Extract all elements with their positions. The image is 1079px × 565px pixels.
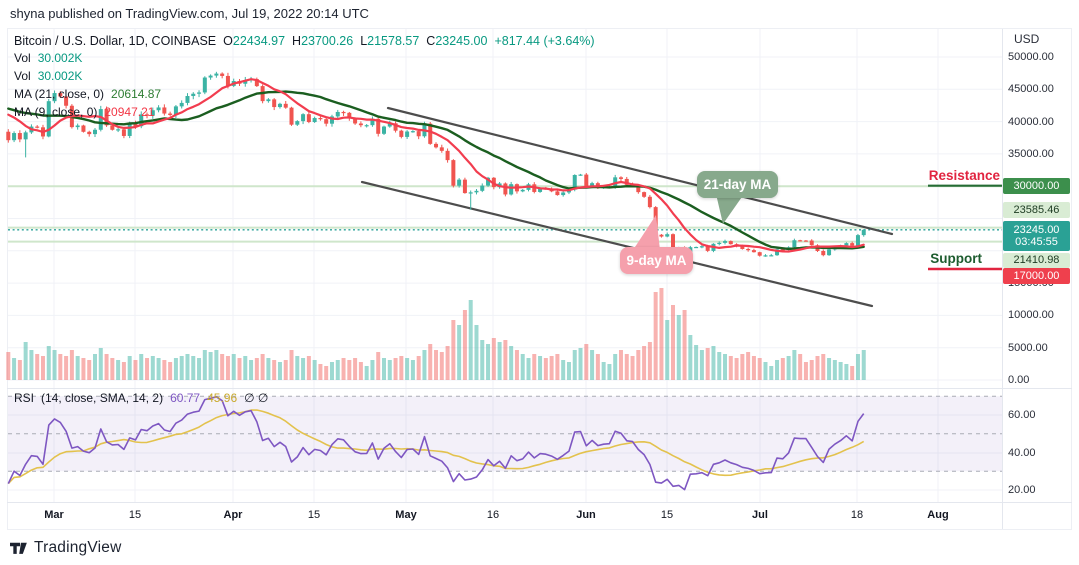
time-tick: 15 [307,509,321,521]
time-tick: Mar [44,509,64,521]
ohlc-open: O22434.97 [223,34,286,48]
time-tick: Jul [752,509,768,521]
indicator-row-ma3[interactable]: MA (9, close, 0) 20947.21 [14,105,154,119]
rsi-signal-value: 45.96 [207,391,238,405]
indicator-value: 30.002K [37,51,83,65]
tradingview-brand-link[interactable]: TradingView [10,539,122,557]
tradingview-brand-text: TradingView [34,539,122,556]
rsi-tick: 20.00 [1008,484,1036,496]
chart-frame [7,28,1072,530]
price-tick: 45000.00 [1008,83,1054,95]
ma9-line [7,78,865,253]
ohlc-close: C23245.00 [426,34,488,48]
price-tick: 5000.00 [1008,342,1048,354]
rsi-value: 60.77 [170,391,201,405]
time-tick: 15 [128,509,142,521]
time-tick: Apr [223,509,243,521]
indicator-value: 30.002K [37,69,83,83]
volume-layer [6,288,866,380]
time-tick: 18 [850,509,864,521]
time-tick: Aug [927,509,949,521]
support-resistance-lines [928,184,1003,271]
rsi-tick: 40.00 [1008,447,1036,459]
grid-layer [8,29,1002,502]
price-level-badge: 30000.00 [1003,178,1070,194]
indicator-label: Vol [14,51,31,65]
ma9-callout-bubble[interactable]: 9-day MA [620,247,693,274]
price-level-badge: 17000.00 [1003,268,1070,284]
ohlc-low: L21578.57 [360,34,420,48]
ma21-line [7,90,865,251]
indicator-label: Vol [14,69,31,83]
trendline-channel [360,106,894,308]
time-tick: Jun [576,509,596,521]
tradingview-logo-icon [10,542,27,554]
indicator-row-vol0[interactable]: Vol 30.002K [14,51,82,65]
indicator-value: 20614.87 [111,87,162,101]
indicator-row-ma2[interactable]: MA (21, close, 0) 20614.87 [14,87,161,101]
rsi-status-line[interactable]: RSI (14, close, SMA, 14, 2) 60.77 45.96 … [14,391,268,405]
current-price-badge: 23245.00 03:45:55 [1003,221,1070,251]
time-tick: 15 [660,509,674,521]
rsi-line [7,395,865,491]
change-value: +817.44 (+3.64%) [494,34,595,48]
price-tick: 50000.00 [1008,51,1054,63]
indicator-label: MA (9, close, 0) [14,105,98,119]
resistance-label[interactable]: Resistance [928,168,1000,183]
indicator-row-vol1[interactable]: Vol 30.002K [14,69,82,83]
published-byline: shyna published on TradingView.com, Jul … [10,6,369,21]
price-tick: 40000.00 [1008,116,1054,128]
rsi-name: RSI [14,391,35,405]
time-tick: May [395,509,417,521]
price-axis-unit: USD [1014,32,1040,46]
price-level-badge: 23585.46 [1003,202,1070,218]
callout-tails [633,194,744,250]
price-level-badge: 21410.98 [1003,252,1070,268]
rsi-tick: 60.00 [1008,409,1036,421]
rsi-signal-line [7,409,865,485]
rsi-params: (14, close, SMA, 14, 2) [41,391,164,405]
rsi-dashed-levels [8,395,1002,472]
countdown-timer: 03:45:55 [1015,236,1058,248]
ma21-callout-bubble[interactable]: 21-day MA [697,171,778,198]
symbol-status-line[interactable]: Bitcoin / U.S. Dollar, 1D, COINBASE O224… [14,34,595,48]
support-label[interactable]: Support [930,251,982,266]
indicator-label: MA (21, close, 0) [14,87,105,101]
price-tick: 10000.00 [1008,309,1054,321]
symbol-title: Bitcoin / U.S. Dollar, 1D, COINBASE [14,34,217,48]
price-tick: 0.00 [1008,374,1030,386]
time-tick: 16 [486,509,500,521]
pane-separators [7,29,1072,529]
price-tick: 35000.00 [1008,148,1054,160]
ohlc-high: H23700.26 [292,34,354,48]
indicator-value: 20947.21 [104,105,155,119]
rsi-empty-values: ∅ ∅ [244,391,269,405]
